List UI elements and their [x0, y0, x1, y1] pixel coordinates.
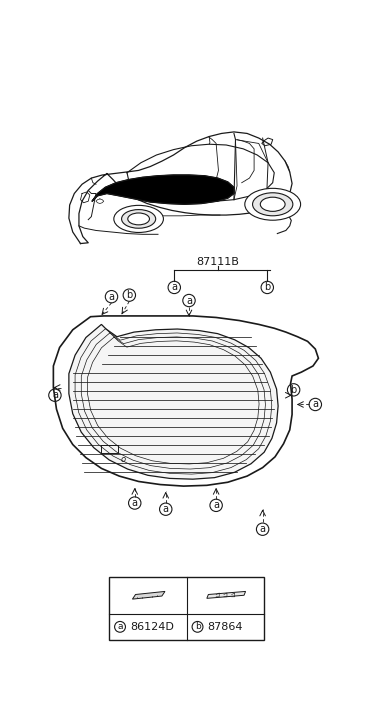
Polygon shape	[132, 592, 165, 599]
Ellipse shape	[253, 193, 293, 216]
Ellipse shape	[245, 188, 301, 220]
Text: a: a	[108, 292, 115, 302]
Text: a: a	[260, 524, 266, 534]
Text: 87864: 87864	[208, 622, 243, 632]
Polygon shape	[92, 175, 234, 204]
Ellipse shape	[128, 213, 150, 225]
Text: a: a	[186, 296, 192, 305]
Ellipse shape	[260, 197, 285, 212]
Text: a: a	[213, 500, 219, 510]
Polygon shape	[207, 592, 246, 598]
Text: b: b	[291, 385, 297, 395]
Ellipse shape	[122, 209, 156, 228]
Bar	[109, 577, 264, 640]
Text: a: a	[52, 390, 58, 401]
Polygon shape	[53, 316, 318, 486]
Text: b: b	[195, 622, 200, 631]
Polygon shape	[69, 132, 292, 244]
Text: b: b	[264, 283, 270, 292]
Text: a: a	[312, 399, 318, 409]
Text: a: a	[163, 505, 169, 514]
Text: a: a	[171, 283, 177, 292]
Text: b: b	[126, 290, 132, 300]
Text: a: a	[132, 498, 138, 508]
Text: a: a	[117, 622, 123, 631]
Text: o: o	[120, 454, 126, 464]
Text: 86124D: 86124D	[130, 622, 174, 632]
Ellipse shape	[114, 205, 164, 233]
Polygon shape	[69, 324, 278, 479]
Text: 87111B: 87111B	[196, 257, 239, 267]
